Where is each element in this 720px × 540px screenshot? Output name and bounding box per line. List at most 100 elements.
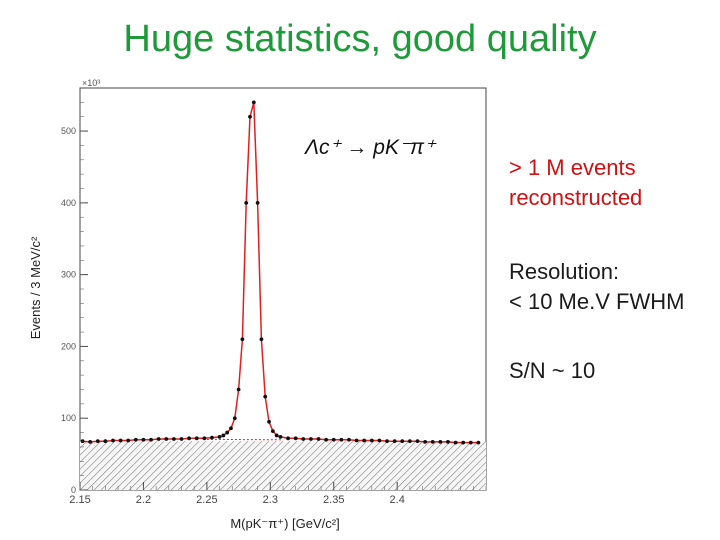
hatch-line (443, 447, 487, 491)
data-point (240, 337, 245, 342)
data-point (232, 416, 237, 421)
note-resolution-line1: Resolution: (509, 259, 620, 284)
hatch-line (338, 440, 389, 491)
data-point (103, 439, 108, 444)
hatch-line (79, 440, 95, 456)
hatch-line (240, 440, 291, 491)
data-point (354, 438, 359, 443)
data-point (293, 436, 298, 441)
hatch-line (79, 440, 123, 484)
data-point (392, 439, 397, 444)
data-point (95, 439, 100, 444)
data-point (369, 438, 374, 443)
hatch-line (219, 440, 270, 491)
y-axis-label: Events / 3 MeV/c² (28, 236, 43, 339)
data-point (179, 437, 184, 441)
note-resolution: Resolution: < 10 Me.V FWHM (509, 257, 684, 317)
data-point (278, 434, 283, 439)
data-point (88, 440, 93, 444)
hatch-line (184, 440, 235, 491)
data-point (221, 433, 226, 438)
data-point (248, 114, 252, 119)
hatch-line (394, 440, 445, 491)
data-point (385, 439, 389, 444)
data-point (236, 387, 241, 392)
data-point (270, 429, 275, 434)
data-point (149, 437, 153, 442)
note-sn: S/N ~ 10 (509, 356, 595, 386)
hatch-line (198, 440, 249, 491)
data-point (407, 439, 412, 444)
hatch-line (464, 468, 487, 491)
hatch-line (247, 440, 298, 491)
hatch-line (149, 440, 200, 491)
note-events-line2: reconstructed (509, 185, 643, 210)
hatch-line (471, 475, 487, 491)
data-point (263, 394, 268, 399)
hatch-line (366, 440, 417, 491)
hatch-line (114, 440, 165, 491)
hatch-line (268, 440, 319, 491)
hatch-line (233, 440, 284, 491)
hatch-line (275, 440, 326, 491)
hatch-line (345, 440, 396, 491)
hatch-line (457, 461, 487, 491)
hatch-line (408, 440, 459, 491)
hatch-line (324, 440, 375, 491)
hatch-line (156, 440, 207, 491)
data-point (415, 439, 420, 444)
hatch-line (79, 440, 109, 470)
data-point (339, 437, 344, 442)
x-tick-label: 2.3 (263, 494, 278, 506)
hatch-line (100, 440, 151, 491)
data-point (324, 437, 329, 442)
y-tick-label: 200 (61, 341, 76, 351)
data-point (229, 426, 233, 431)
x-axis: 2.15 2.2 2.25 2.3 2.35 2.4 (69, 482, 487, 506)
x-tick-label: 2.4 (390, 494, 405, 506)
data-point (301, 437, 306, 441)
data-point (202, 436, 207, 441)
data-point (377, 438, 382, 443)
decay-annotation: Λc⁺ → pK⁻π⁺ (304, 136, 437, 159)
hatch-line (212, 440, 263, 491)
data-point (111, 438, 115, 443)
note-events-line1: > 1 M events (509, 155, 636, 180)
note-events: > 1 M events reconstructed (509, 153, 642, 213)
background-hatch (79, 440, 487, 491)
hatch-line (387, 440, 438, 491)
hatch-line (317, 440, 368, 491)
data-point (80, 439, 85, 444)
hatch-line (282, 440, 333, 491)
x-axis-label: M(pK⁻π⁺) [GeV/c²] (230, 516, 339, 531)
hatch-line (79, 440, 130, 491)
hatch-line (303, 440, 354, 491)
data-point (274, 433, 279, 438)
x-tick-label: 2.25 (196, 494, 217, 506)
data-point (400, 439, 405, 444)
data-point (187, 436, 192, 441)
hatch-line (79, 440, 102, 463)
data-point (141, 437, 146, 442)
hatch-line (429, 440, 480, 491)
hatch-line (121, 440, 172, 491)
data-point (331, 437, 336, 442)
data-point (453, 440, 458, 445)
hatch-line (177, 440, 228, 491)
hatch-line (254, 440, 305, 491)
data-point (347, 437, 351, 442)
y-tick-label: 500 (61, 126, 76, 136)
hatch-line (226, 440, 277, 491)
hatch-line (142, 440, 193, 491)
data-point (309, 437, 313, 441)
hatch-line (401, 440, 452, 491)
data-point (244, 200, 249, 205)
data-points (80, 100, 481, 445)
hatch-line (422, 440, 473, 491)
hatch-line (310, 440, 361, 491)
hatch-line (359, 440, 410, 491)
data-point (171, 437, 176, 441)
note-sn-line1: S/N ~ 10 (509, 358, 596, 383)
data-point (286, 436, 290, 441)
hatch-line (331, 440, 382, 491)
